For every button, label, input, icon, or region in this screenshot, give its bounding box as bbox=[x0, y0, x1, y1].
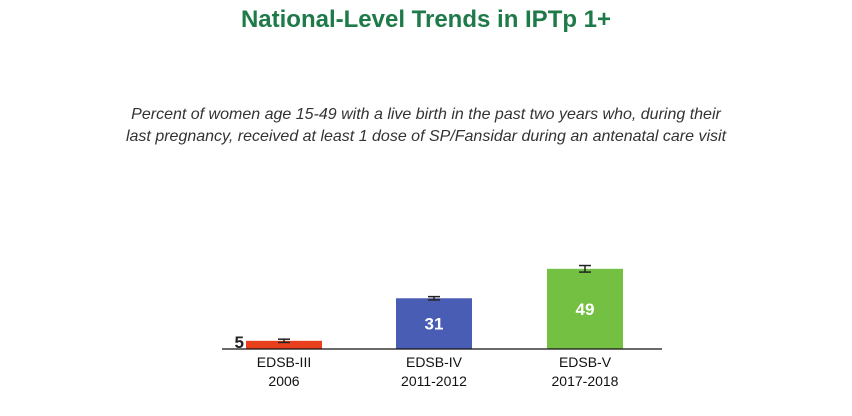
chart-subtitle-line-2: last pregnancy, received at least 1 dose… bbox=[125, 128, 727, 145]
data-label-1: 5 bbox=[235, 333, 244, 352]
x-tick-label-3-line-1: EDSB-V bbox=[559, 354, 612, 370]
chart-subtitle-line-1: Percent of women age 15-49 with a live b… bbox=[131, 106, 721, 123]
x-tick-label-1-line-1: EDSB-III bbox=[257, 354, 311, 370]
chart-subtitle: Percent of women age 15-49 with a live b… bbox=[100, 104, 752, 148]
x-tick-label-3-line-2: 2017-2018 bbox=[552, 373, 619, 389]
data-label-3: 49 bbox=[576, 300, 595, 319]
data-label-2: 31 bbox=[425, 315, 444, 334]
x-tick-label-2-line-1: EDSB-IV bbox=[406, 354, 463, 370]
bar-3 bbox=[547, 268, 623, 349]
x-tick-label-2-line-2: 2011-2012 bbox=[401, 373, 467, 389]
chart-title: National-Level Trends in IPTp 1+ bbox=[240, 6, 612, 33]
bar-2 bbox=[396, 298, 472, 349]
bar-1 bbox=[246, 340, 322, 349]
x-tick-label-1-line-2: 2006 bbox=[268, 373, 299, 389]
